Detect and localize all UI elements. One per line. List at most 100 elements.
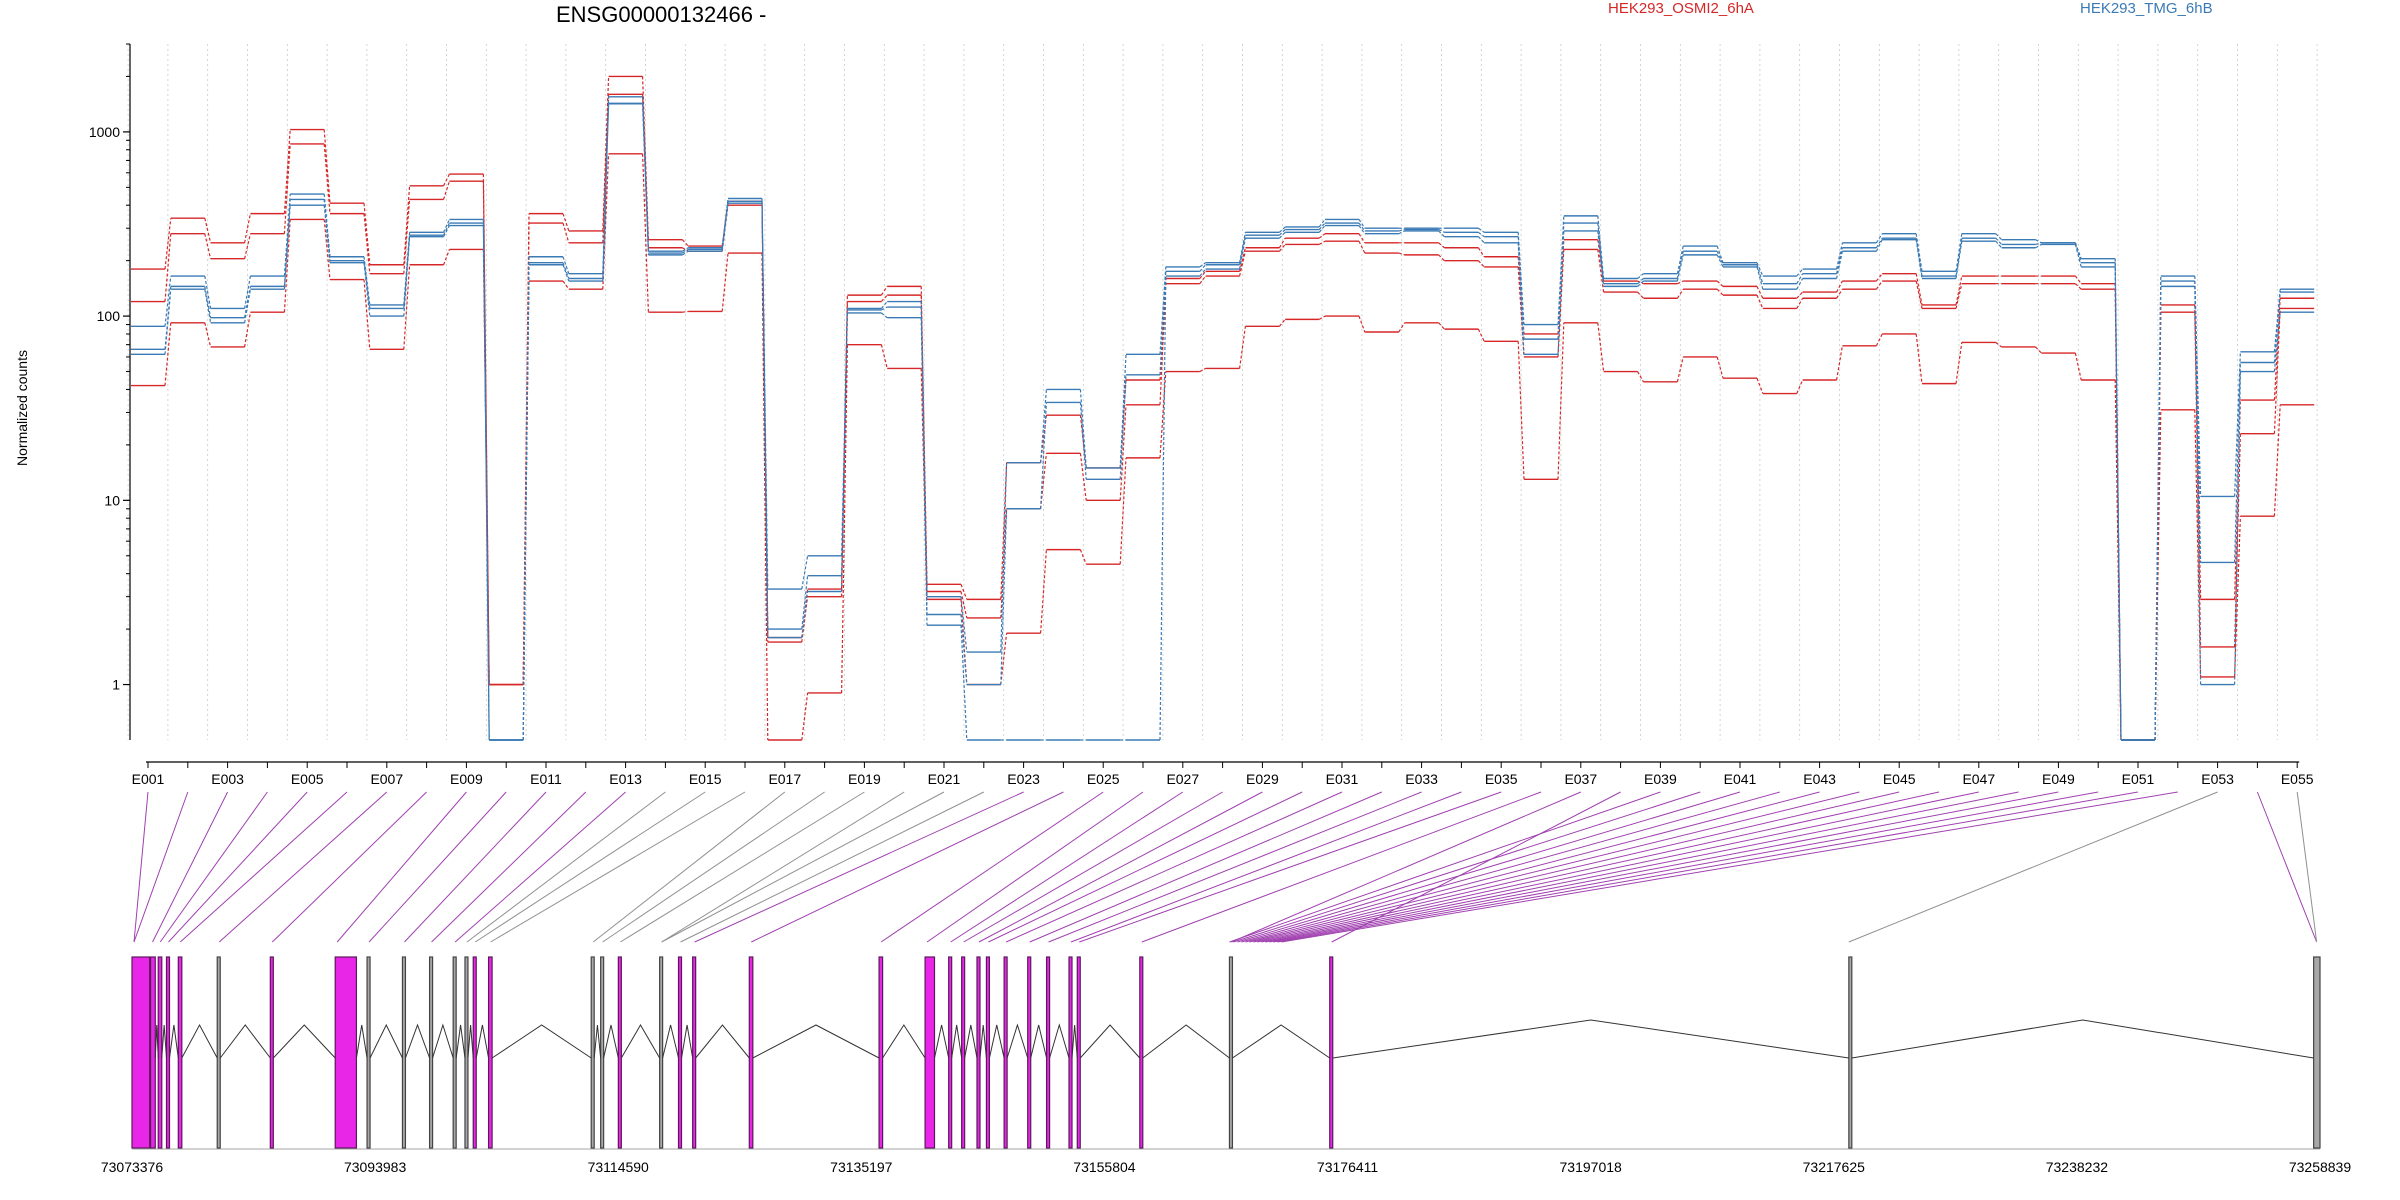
exon-block	[659, 956, 664, 1149]
series-connector	[1955, 238, 1963, 277]
intron	[154, 1024, 159, 1059]
series-connector	[1159, 276, 1167, 741]
series-connector	[1875, 333, 1883, 347]
series-connector	[1875, 237, 1883, 249]
series-connector	[721, 198, 729, 248]
exon-connector	[368, 791, 507, 943]
series-connector	[164, 289, 172, 355]
series-connector	[2273, 298, 2281, 401]
exon-connector	[133, 791, 149, 943]
series-connector	[1278, 318, 1286, 327]
series-connector	[681, 239, 689, 247]
exon-block	[692, 956, 697, 1149]
series-connector	[2035, 239, 2042, 244]
series-connector	[1756, 266, 1764, 290]
series-connector	[204, 218, 212, 243]
x-tick-label: E033	[1405, 771, 1438, 787]
intron	[1232, 1024, 1331, 1059]
intron	[695, 1024, 750, 1059]
series-connector	[1199, 270, 1207, 279]
series-connector	[244, 312, 251, 348]
exon-block	[472, 956, 477, 1149]
series-connector	[1716, 356, 1724, 379]
series-connector	[1000, 508, 1008, 685]
series-connector	[204, 289, 212, 323]
axes: 1 10 100 1000 E001 E003 E005 E007 E009 E011 E013 E0…	[89, 43, 2314, 787]
series-connector	[1079, 402, 1087, 480]
series-connector	[880, 344, 888, 369]
series-connector	[1597, 249, 1605, 293]
series-connector	[1796, 291, 1804, 299]
intron	[272, 1024, 336, 1059]
exon-block	[985, 956, 991, 1149]
series-connector	[682, 250, 689, 256]
exon-connector	[1261, 791, 1979, 943]
exon-connector	[1277, 791, 2139, 943]
series-connector	[1557, 322, 1565, 480]
series-connector	[880, 301, 888, 309]
intron	[934, 1024, 950, 1059]
exon-block	[401, 956, 407, 1149]
series-connector	[443, 219, 450, 233]
x-tick-label: E017	[768, 771, 801, 787]
series-connector	[2035, 242, 2042, 245]
exon-block	[334, 956, 358, 1149]
series-connector	[1915, 239, 1923, 279]
series-connector	[2035, 346, 2042, 354]
series-connector	[1637, 273, 1644, 279]
series-connector	[1955, 342, 1963, 384]
exon-connector	[1273, 791, 2099, 943]
series-connector	[1716, 288, 1724, 296]
series-line	[131, 103, 2315, 741]
intron	[1851, 1019, 2314, 1059]
series-connector	[801, 596, 809, 643]
exon-connector	[1265, 791, 2019, 943]
series-connector	[2234, 516, 2241, 677]
series-connector	[244, 289, 251, 323]
exon-block	[600, 956, 605, 1149]
series-connector	[443, 173, 450, 187]
series-connector	[1836, 242, 1843, 270]
intron	[219, 1024, 271, 1059]
series-connector	[1915, 273, 1923, 306]
series-connector	[1000, 633, 1008, 685]
series-connector	[1836, 288, 1843, 299]
series-connector	[682, 310, 689, 313]
x-tick-label: E001	[132, 771, 165, 787]
series-connector	[1637, 291, 1644, 299]
series-connector	[1199, 262, 1206, 268]
series-connector	[1676, 254, 1684, 282]
series-connector	[1318, 222, 1326, 230]
series-connector	[2074, 275, 2082, 285]
exon-connector	[978, 791, 1263, 943]
series-connector	[1716, 245, 1724, 263]
exon-block	[452, 956, 457, 1149]
intron	[181, 1023, 218, 1059]
series-connector	[1716, 254, 1724, 268]
series-connector	[482, 223, 490, 741]
genomic-coordinate-label: 73155804	[1073, 1159, 1136, 1175]
series-connector	[1637, 280, 1644, 285]
series-connector	[2074, 242, 2082, 263]
series-connector	[801, 591, 809, 638]
series-connector	[363, 260, 371, 309]
exon-block	[976, 956, 981, 1149]
series-connector	[841, 312, 848, 592]
series-connector	[1637, 280, 1644, 287]
genomic-coordinate-label: 73135197	[830, 1159, 893, 1175]
x-tick-label: E021	[928, 771, 961, 787]
series-connector	[1796, 268, 1804, 277]
series-line	[131, 102, 2315, 741]
exon-connector	[1281, 791, 2178, 943]
series-connector	[1875, 233, 1883, 244]
series-connector	[2234, 362, 2241, 563]
series-connector	[1836, 247, 1843, 274]
exon-block	[590, 956, 595, 1149]
series-connector	[1756, 264, 1764, 284]
series-connector	[761, 203, 769, 638]
series-connector	[1637, 278, 1644, 285]
series-connector	[2273, 292, 2281, 363]
series-connector	[1119, 404, 1127, 501]
exon-block	[1848, 956, 1853, 1149]
series-connector	[1597, 239, 1605, 282]
